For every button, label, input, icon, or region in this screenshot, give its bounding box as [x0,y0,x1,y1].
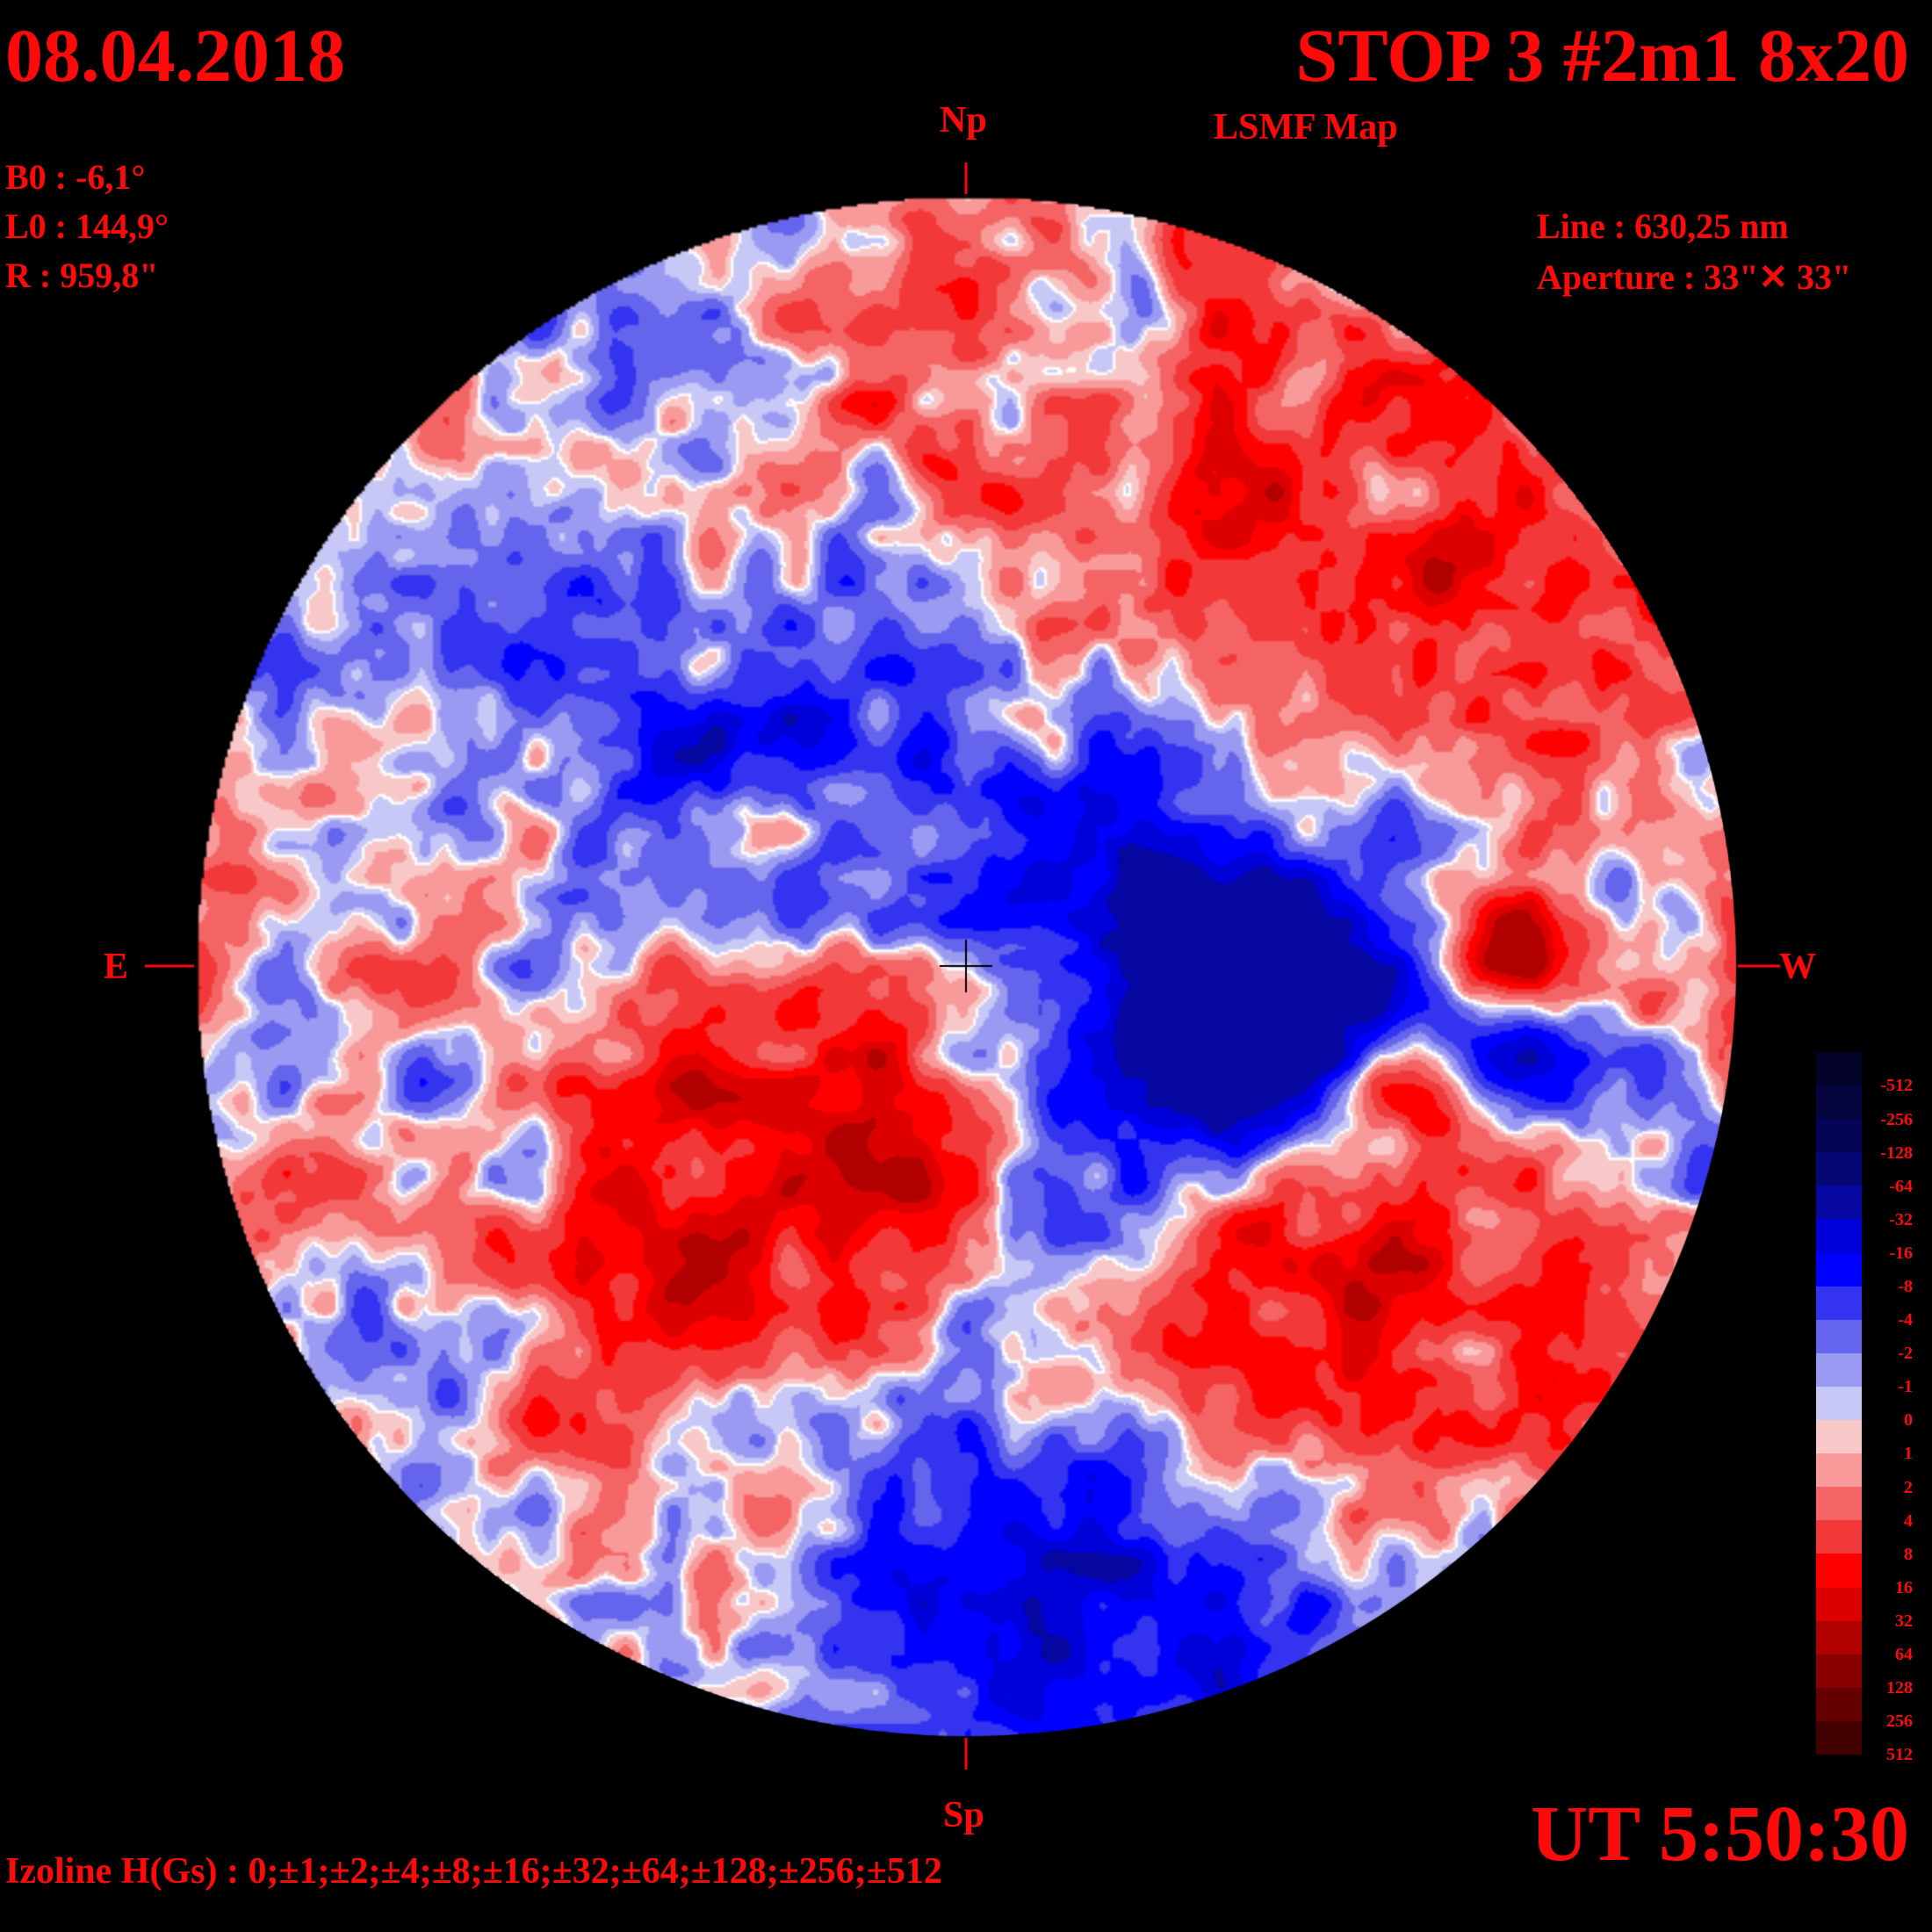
legend-label: -32 [1889,1209,1913,1229]
legend-swatch [1816,1453,1862,1488]
line-param: Line : 630,25 nm [1537,206,1789,246]
legend-label: -64 [1889,1176,1913,1196]
legend-swatch [1816,1487,1862,1521]
legend-label: 8 [1904,1544,1913,1564]
legend-swatch [1816,1286,1862,1321]
south-pole-label: Sp [943,1795,984,1835]
legend-swatch [1816,1186,1862,1220]
legend-swatch [1816,1554,1862,1589]
legend-swatch [1816,1352,1862,1388]
l0-param: L0 : 144,9° [5,206,169,246]
legend-swatch [1816,1420,1862,1454]
legend-swatch [1816,1052,1862,1086]
legend-label: 32 [1895,1611,1913,1631]
legend-label: 64 [1895,1645,1913,1665]
color-scale-bar [1816,1052,1862,1755]
color-scale-legend: -512 -256 -128 -64 -32 -16 -8 -4 -2 -1 0 1 2 4 8 16 32 64… [1816,1052,1930,1764]
legend-swatch [1816,1119,1862,1153]
aperture-param: Aperture : 33"✕ 33" [1537,257,1852,297]
legend-label: -2 [1898,1344,1913,1364]
legend-swatch [1816,1219,1862,1254]
legend-label: -512 [1880,1076,1913,1096]
legend-label: 0 [1904,1410,1913,1431]
legend-swatch [1816,1587,1862,1622]
legend-label: 1 [1904,1444,1913,1464]
north-pole-label: Np [940,100,987,141]
legend-swatch [1816,1720,1862,1755]
legend-swatch [1816,1252,1862,1287]
legend-label: -128 [1880,1143,1913,1163]
legend-swatch [1816,1654,1862,1689]
date-label: 08.04.2018 [5,13,345,97]
legend-swatch [1816,1152,1862,1186]
izoline-caption: Izoline H(Gs) : 0;±1;±2;±4;±8;±16;±32;±6… [5,1851,942,1892]
legend-label: 16 [1895,1577,1913,1597]
legend-swatch [1816,1520,1862,1554]
legend-swatch [1816,1319,1862,1354]
legend-label: -1 [1898,1377,1913,1397]
legend-label: 4 [1904,1510,1913,1531]
legend-swatch [1816,1085,1862,1120]
legend-label: -256 [1880,1109,1913,1129]
legend-label: 2 [1904,1477,1913,1497]
legend-swatch [1816,1687,1862,1722]
ut-time: UT 5:50:30 [1531,1791,1909,1878]
legend-label: 128 [1886,1678,1913,1698]
map-subtitle: LSMF Map [1214,107,1398,148]
b0-param: B0 : -6,1° [5,157,146,197]
map-title: STOP 3 #2m1 8x20 [1295,13,1909,97]
legend-label: 256 [1886,1712,1913,1732]
legend-label: -8 [1898,1277,1913,1296]
legend-label: -16 [1889,1243,1913,1263]
legend-swatch [1816,1386,1862,1421]
legend-label: -4 [1898,1310,1913,1330]
west-label: W [1779,947,1816,987]
east-label: E [104,947,129,987]
radius-param: R : 959,8" [5,256,159,295]
legend-swatch [1816,1620,1862,1655]
legend-label: 512 [1886,1745,1913,1765]
